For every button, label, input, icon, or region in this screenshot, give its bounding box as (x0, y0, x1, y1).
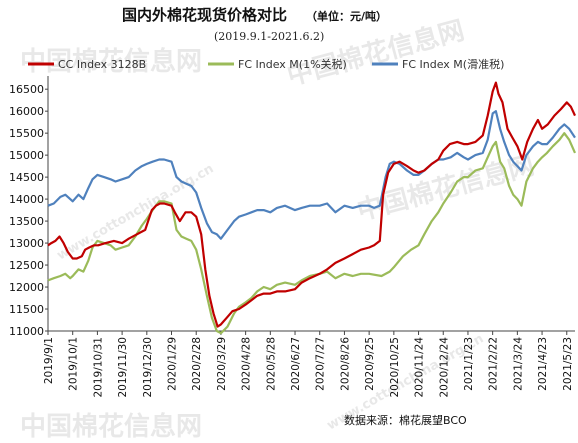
y-tick-label: 13500 (9, 215, 44, 228)
y-tick-label: 15500 (9, 127, 44, 140)
series-line (47, 132, 577, 335)
y-tick-label: 11500 (9, 303, 44, 316)
x-tick-label: 2021/2/22 (488, 337, 500, 391)
y-tick-label: 15000 (9, 149, 44, 162)
legend: CC Index 3128B FC Index M(1%关税) FC Index M… (28, 57, 504, 71)
x-tick-label: 2020/2/28 (191, 337, 203, 391)
watermark-text: 中国棉花信息网 (20, 411, 202, 442)
date-range: (2019.9.1-2021.6.2) (214, 30, 324, 43)
x-tick-label: 2020/10/25 (389, 337, 401, 398)
x-tick-label: 2020/8/26 (339, 337, 351, 391)
chart-title: 国内外棉花现货价格对比 (122, 6, 287, 24)
y-tick-label: 11000 (9, 325, 44, 338)
x-tick-label: 2021/4/23 (537, 337, 549, 391)
x-tick-label: 2020/12/24 (438, 337, 450, 398)
x-tick-label: 2019/10/1 (68, 337, 80, 391)
x-tick-label: 2020/7/27 (315, 337, 327, 391)
x-tick-label: 2020/9/25 (364, 337, 376, 391)
x-tick-label: 2020/3/29 (216, 337, 228, 391)
x-tick-label: 2020/11/24 (414, 337, 426, 398)
y-tick-label: 13000 (9, 237, 44, 250)
axes: 11000 11500 12000 12500 13000 13500 14000 14500… (9, 76, 575, 398)
x-tick-label: 2020/5/28 (265, 337, 277, 391)
x-tick-label: 2021/5/23 (562, 337, 574, 391)
x-tick-label: 2021/1/23 (463, 337, 475, 391)
y-tick-label: 14500 (9, 171, 44, 184)
x-tick-label: 2020/4/28 (241, 337, 253, 391)
watermark-text: 中国棉花信息网 (284, 15, 468, 92)
x-tick-label: 2019/10/31 (92, 337, 104, 398)
plot-area (47, 81, 577, 335)
y-tick-label: 12500 (9, 259, 44, 272)
x-tick-label: 2019/11/30 (117, 337, 129, 398)
series-line (47, 81, 576, 328)
x-tick-label: 2019/12/30 (142, 337, 154, 398)
legend-label: CC Index 3128B (58, 58, 146, 71)
legend-label: FC Index M(1%关税) (238, 57, 347, 71)
y-tick-label: 12000 (9, 281, 44, 294)
legend-label: FC Index M(滑准税) (402, 57, 504, 71)
source-note: 数据来源：棉花展望BCO (344, 413, 467, 427)
watermark-text: 中国棉花信息网 (20, 46, 202, 77)
x-tick-label: 2020/6/27 (290, 337, 302, 391)
x-tick-label: 2021/3/24 (512, 337, 524, 391)
series-line (47, 110, 576, 240)
y-tick-label: 14000 (9, 193, 44, 206)
x-tick-label: 2019/9/1 (43, 337, 55, 384)
y-tick-label: 16500 (9, 83, 44, 96)
y-tick-label: 16000 (9, 105, 44, 118)
unit-label: （单位：元/吨） (306, 9, 387, 23)
x-tick-label: 2020/1/29 (167, 337, 179, 391)
